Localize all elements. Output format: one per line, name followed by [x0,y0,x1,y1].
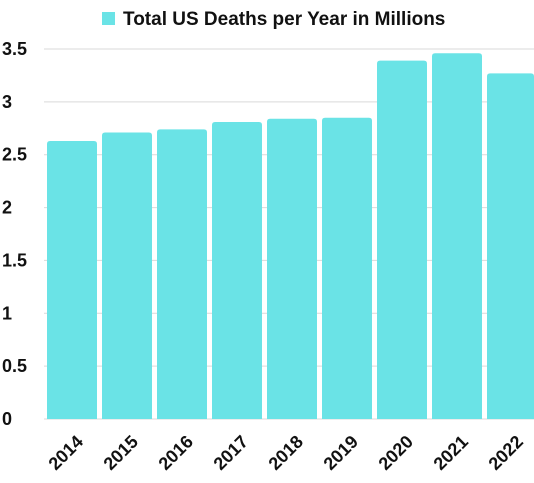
x-tick-label-2021: 2021 [430,432,472,474]
x-tick-label-2014: 2014 [45,432,87,474]
y-tick-label: 1 [2,303,12,323]
y-tick-label: 2 [2,198,12,218]
bar-2017 [212,121,262,419]
bar-2019 [322,117,372,419]
y-tick-label: 0.5 [2,356,27,376]
x-tick-label-2020: 2020 [375,432,417,474]
x-tick-label-2018: 2018 [265,432,307,474]
x-tick-label-2019: 2019 [320,432,362,474]
y-axis-ticks: 0 0.5 1 1.5 2 2.5 3 3.5 [2,39,27,429]
bar-2016 [157,129,207,420]
y-tick-label: 3.5 [2,39,27,59]
y-tick-label: 1.5 [2,250,27,270]
bar-2021 [432,53,482,419]
bar-2015 [102,132,152,419]
bar-2018 [267,118,317,420]
legend-swatch [102,12,115,25]
y-tick-label: 0 [2,409,12,429]
legend: Total US Deaths per Year in Millions [102,9,445,30]
bar-2014 [47,140,97,419]
y-tick-label: 3 [2,92,12,112]
x-tick-label-2022: 2022 [485,432,527,474]
x-tick-label-2015: 2015 [100,432,142,474]
y-tick-label: 2.5 [2,145,27,165]
bars [47,53,534,420]
bar-2022 [487,73,534,420]
bar-2020 [377,60,427,419]
x-tick-label-2016: 2016 [155,432,197,474]
legend-label: Total US Deaths per Year in Millions [123,9,445,30]
x-tick-label-2017: 2017 [210,432,252,474]
x-axis-ticks: 2014 2015 2016 2017 2018 2019 2020 2021 2022 [45,432,527,474]
